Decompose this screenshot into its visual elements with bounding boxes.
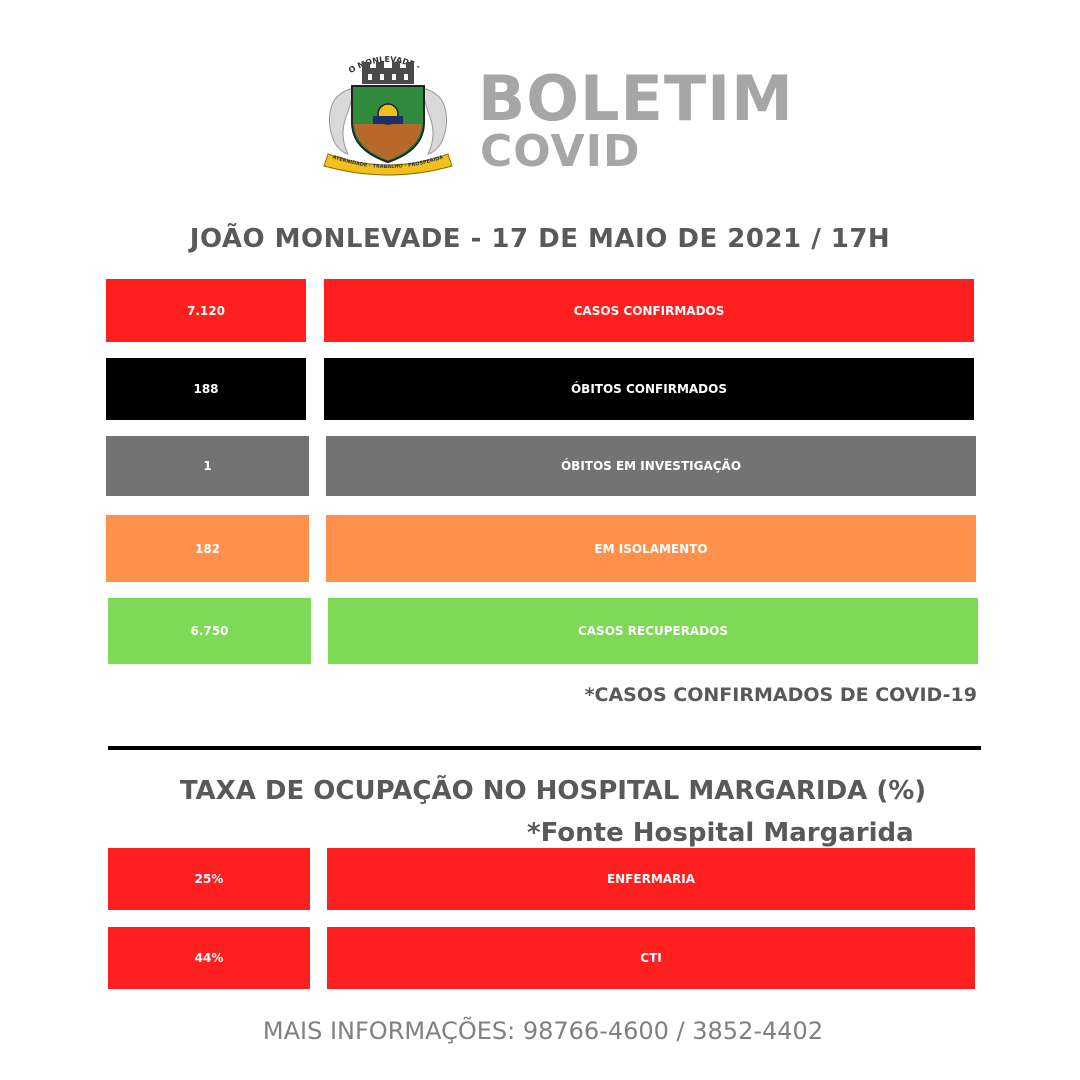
confirmed-cases-label: CASOS CONFIRMADOS <box>324 279 974 342</box>
confirmed-deaths-label: ÓBITOS CONFIRMADOS <box>324 358 974 420</box>
recovered-cases-label: CASOS RECUPERADOS <box>328 598 978 664</box>
deaths-under-investigation-value: 1 <box>106 436 309 496</box>
confirmed-deaths-value: 188 <box>106 358 306 420</box>
date-line: JOÃO MONLEVADE - 17 DE MAIO DE 2021 / 17… <box>189 224 891 254</box>
contact-info-footer: MAIS INFORMAÇÕES: 98766-4600 / 3852-4402 <box>262 1017 824 1045</box>
bulletin-subtitle: COVID <box>480 126 641 177</box>
confirmed-cases-value: 7.120 <box>106 279 306 342</box>
confirmed-cases-note: *CASOS CONFIRMADOS DE COVID-19 <box>584 684 977 706</box>
icu-occupancy-label: CTI <box>327 927 975 989</box>
city-crest-logo: JOÃO MONLEVADE - M.G. FRATERNIDADE · TRA… <box>318 50 453 176</box>
in-isolation-label: EM ISOLAMENTO <box>326 515 976 582</box>
section-divider <box>108 746 981 750</box>
icu-occupancy-value: 44% <box>108 927 310 989</box>
bulletin-title: BOLETIM <box>478 62 794 135</box>
deaths-under-investigation-label: ÓBITOS EM INVESTIGAÇÃO <box>326 436 976 496</box>
occupancy-source-note: *Fonte Hospital Margarida <box>527 818 914 848</box>
ward-occupancy-value: 25% <box>108 848 310 910</box>
recovered-cases-value: 6.750 <box>108 598 311 664</box>
ward-occupancy-label: ENFERMARIA <box>327 848 975 910</box>
in-isolation-value: 182 <box>106 515 309 582</box>
hospital-occupancy-title: TAXA DE OCUPAÇÃO NO HOSPITAL MARGARIDA (… <box>179 776 927 806</box>
